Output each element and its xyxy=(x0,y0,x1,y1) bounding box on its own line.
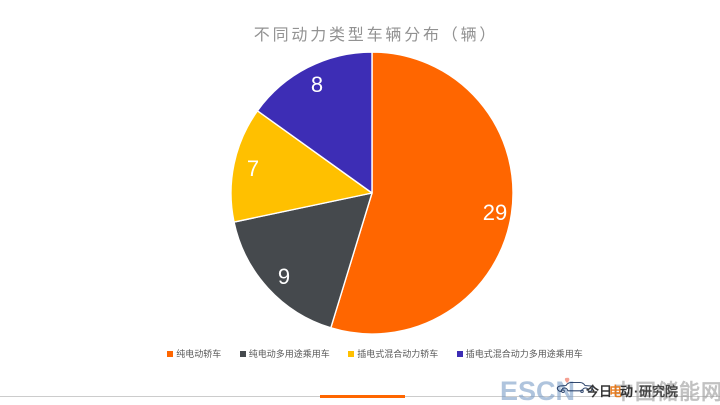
svg-text:动: 动 xyxy=(620,384,633,399)
svg-text:·: · xyxy=(634,384,638,399)
svg-text:研究院: 研究院 xyxy=(639,384,678,399)
svg-text:29: 29 xyxy=(483,200,507,225)
svg-text:8: 8 xyxy=(311,72,323,97)
svg-text:9: 9 xyxy=(278,264,290,289)
svg-text:7: 7 xyxy=(247,156,259,181)
svg-text:今日: 今日 xyxy=(585,384,612,399)
